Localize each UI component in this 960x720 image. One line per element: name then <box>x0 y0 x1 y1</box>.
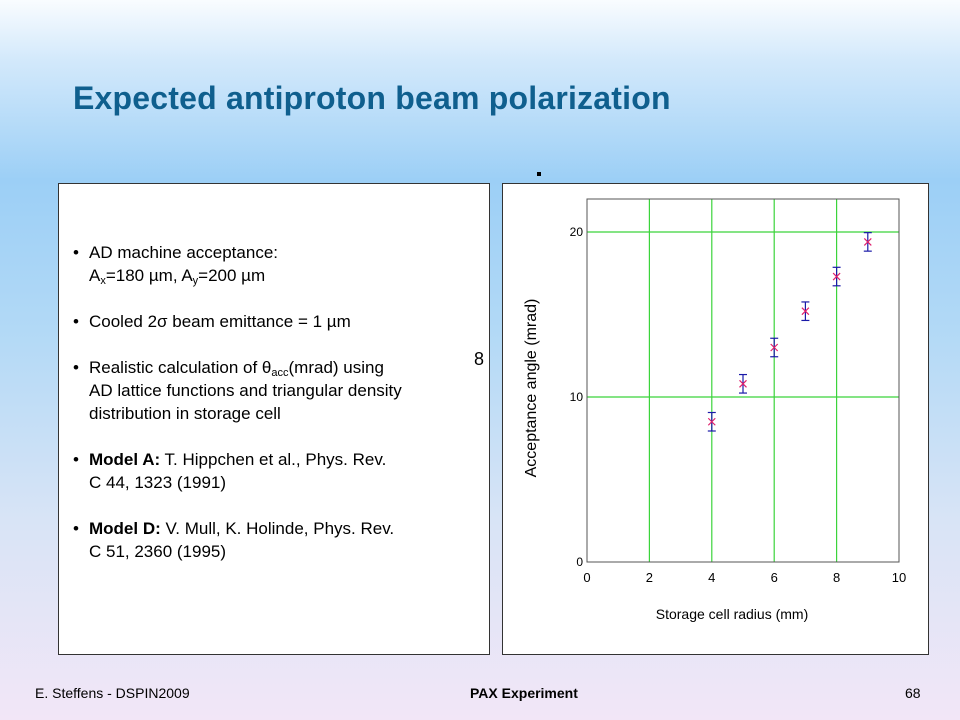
y-tick-label: 10 <box>570 390 584 404</box>
x-tick-label: 4 <box>708 570 715 585</box>
bullet-line: C 44, 1323 (1991) <box>89 471 488 494</box>
data-point-marker <box>770 343 779 352</box>
data-point-marker <box>832 272 841 281</box>
bullet-text: C 44, 1323 (1991) <box>89 473 227 492</box>
bold-text: Model A: <box>89 450 161 469</box>
bullet-text: A <box>89 266 101 285</box>
y-axis-label: Acceptance angle (mrad) <box>523 299 540 478</box>
bullet-text: (mrad) using <box>288 358 384 377</box>
acceptance-chart: 0 2 4 6 8 10 0 10 20 Storage cell radius (mm) Acce… <box>523 198 906 622</box>
bullet-text: AD machine acceptance: <box>89 243 278 262</box>
data-point-marker <box>863 237 872 246</box>
bullet-text: distribution in storage cell <box>89 404 281 423</box>
bullet-line: Ax=180 µm, Ay=200 µm <box>89 264 488 287</box>
y-tick-label: 0 <box>576 555 583 569</box>
dot-mark <box>537 172 541 176</box>
bullet-line: Realistic calculation of θacc(mrad) usin… <box>89 356 488 379</box>
bullet-text: Realistic calculation of θ <box>89 358 272 377</box>
data-point-marker <box>801 307 810 316</box>
bullet-line: Model D: V. Mull, K. Holinde, Phys. Rev. <box>89 517 488 540</box>
x-axis-label: Storage cell radius (mm) <box>656 606 809 622</box>
bullet-item: Model D: V. Mull, K. Holinde, Phys. Rev.… <box>73 517 488 563</box>
bullet-item: Realistic calculation of θacc(mrad) usin… <box>73 356 488 425</box>
bullet-line: AD lattice functions and triangular dens… <box>89 379 488 402</box>
y-tick-label: 20 <box>570 225 584 239</box>
bullet-text: AD lattice functions and triangular dens… <box>89 381 402 400</box>
bullet-item: AD machine acceptance: Ax=180 µm, Ay=200 … <box>73 241 488 287</box>
bullet-line: Cooled 2σ beam emittance = 1 µm <box>89 310 488 333</box>
plot-frame <box>586 198 900 563</box>
bullet-text: =200 µm <box>198 266 266 285</box>
bullet-list: AD machine acceptance: Ax=180 µm, Ay=200 … <box>73 241 488 586</box>
bullet-text: T. Hippchen et al., Phys. Rev. <box>160 450 387 469</box>
bullet-line: distribution in storage cell <box>89 402 488 425</box>
bullet-text: V. Mull, K. Holinde, Phys. Rev. <box>160 519 395 538</box>
x-tick-label: 6 <box>771 570 778 585</box>
bullet-item: Model A: T. Hippchen et al., Phys. Rev. C… <box>73 448 488 494</box>
bullet-text: =180 µm, A <box>105 266 193 285</box>
stray-label: 8 <box>474 349 485 369</box>
x-tick-label: 8 <box>833 570 840 585</box>
bullet-text-box: AD machine acceptance: Ax=180 µm, Ay=200 … <box>58 183 490 655</box>
bullet-line: Model A: T. Hippchen et al., Phys. Rev. <box>89 448 488 471</box>
subscript-text: acc <box>271 367 289 379</box>
x-tick-label: 2 <box>646 570 653 585</box>
x-tick-label: 0 <box>583 570 590 585</box>
footer-author: E. Steffens - DSPIN2009 <box>35 685 190 701</box>
data-point-marker <box>707 417 716 426</box>
bullet-text: C 51, 2360 (1995) <box>89 542 227 561</box>
bullet-text: Cooled 2σ beam emittance = 1 µm <box>89 312 351 331</box>
x-tick-label: 10 <box>892 570 906 585</box>
bullet-line: C 51, 2360 (1995) <box>89 540 488 563</box>
bullet-line: AD machine acceptance: <box>89 241 488 264</box>
chart-panel: 0 2 4 6 8 10 0 10 20 Storage cell radius (mm) Acce… <box>502 183 929 655</box>
data-point-marker <box>739 379 747 388</box>
slide-title: Expected antiproton beam polarization <box>73 80 671 116</box>
page-number: 68 <box>905 685 921 701</box>
footer-title: PAX Experiment <box>470 685 578 701</box>
subscript-text: x <box>100 275 106 287</box>
bullet-item: Cooled 2σ beam emittance = 1 µm <box>73 310 488 333</box>
bold-text: Model D: <box>89 519 161 538</box>
subscript-text: y <box>192 275 199 287</box>
